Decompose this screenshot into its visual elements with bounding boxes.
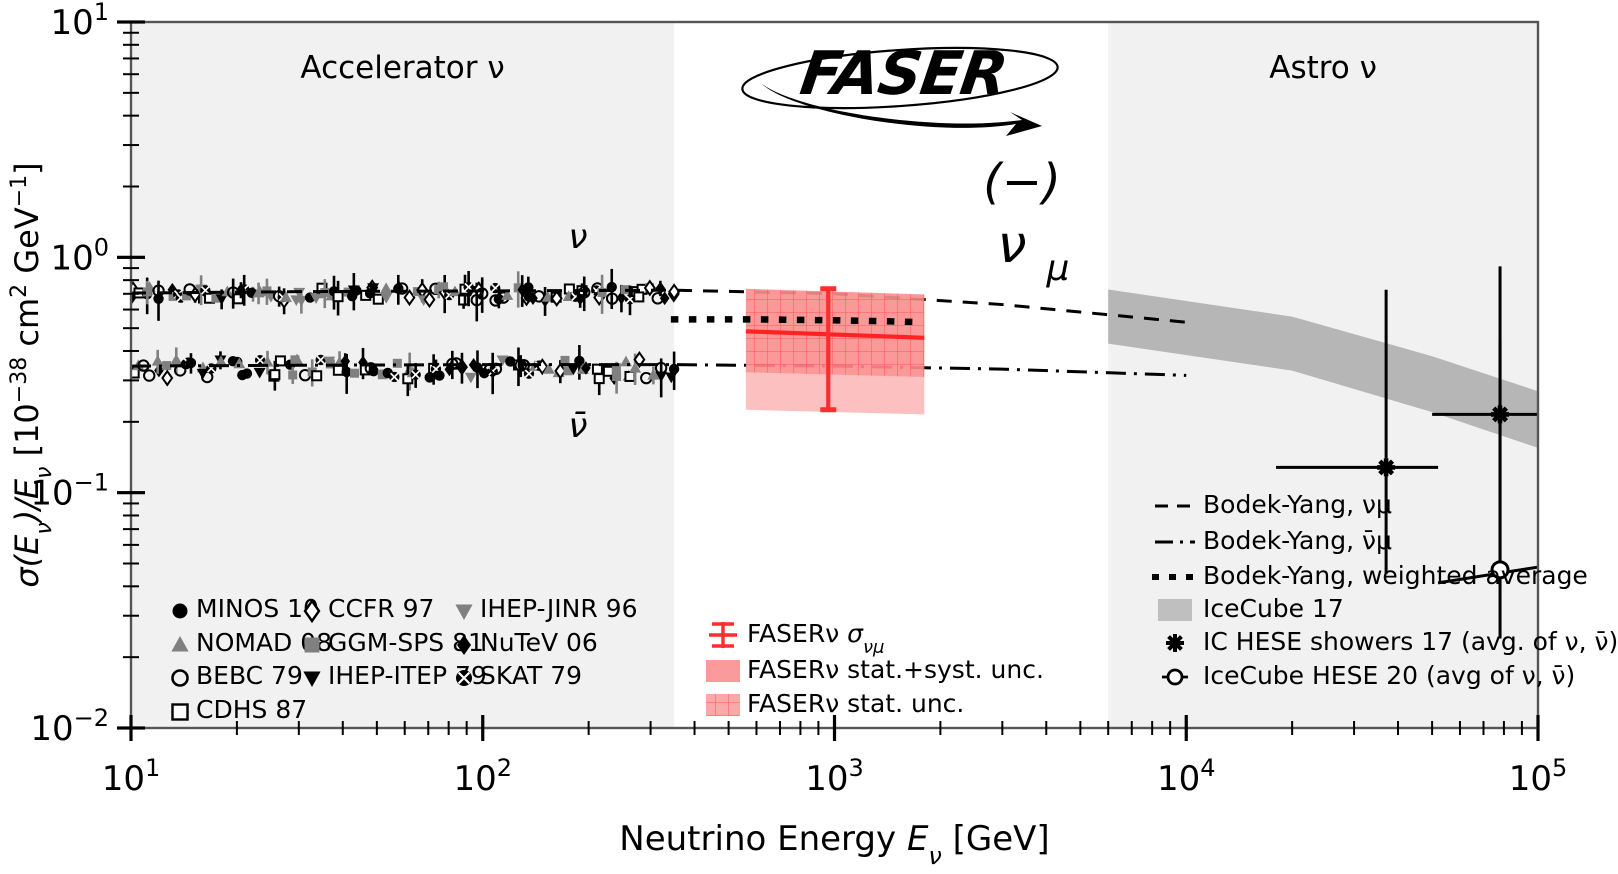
- legend-item-bodek-yang-[interactable]: Bodek-Yang, νμ: [1155, 490, 1392, 519]
- legend-marker-patch-hatch: [706, 694, 740, 716]
- region-label-accelerator: Accelerator ν: [300, 50, 504, 86]
- legend-item-ihep-jinr-96[interactable]: IHEP-JINR 96: [455, 594, 637, 623]
- x-tick-label: 105: [1509, 754, 1568, 799]
- legend-marker-diamond: [457, 635, 471, 655]
- legend-item-faser-stat-syst-unc-[interactable]: FASERν stat.+syst. unc.: [706, 655, 1044, 684]
- faser-measurement-errorbar: [820, 286, 837, 413]
- x-tick-label: 101: [102, 754, 161, 799]
- bodek-yang-nu-mu-curve: [131, 288, 1187, 324]
- faser-logo-wordmark: FASER: [796, 39, 1011, 109]
- legend-item-icecube-hese-20-avg-of-[interactable]: IceCube HESE 20 (avg of ν, ν̄): [1162, 661, 1575, 690]
- legend-marker-circle-open: [171, 669, 189, 687]
- plot-content: [131, 266, 1538, 639]
- annotation-nu: ν: [569, 217, 588, 257]
- annotation-nubar: ν̄: [569, 406, 588, 446]
- y-tick-label: 10−2: [30, 704, 109, 749]
- svg-text:(−): (−): [983, 154, 1061, 210]
- bodek-yang-weighted-average-curve: [670, 316, 928, 326]
- x-tick-label: 102: [453, 754, 512, 799]
- legend-item-faser-[interactable]: FASERν σνμ: [709, 619, 885, 658]
- legend-marker-circle: [172, 603, 188, 619]
- legend-label: BEBC 79: [196, 661, 303, 690]
- legend-label: CCFR 97: [328, 594, 434, 623]
- legend-marker-diamond-open: [303, 598, 321, 624]
- y-tick-label: 100: [50, 233, 109, 278]
- legend-item-cdhs-87[interactable]: CDHS 87: [171, 695, 308, 724]
- legend-marker-triangle-down: [303, 671, 321, 687]
- legend-label: IHEP-JINR 96: [480, 594, 637, 623]
- legend-label: Bodek-Yang, νμ: [1203, 490, 1392, 519]
- legend-label: CDHS 87: [196, 695, 307, 724]
- legend-label: IceCube 17: [1203, 594, 1344, 623]
- legend-item-ccfr-97[interactable]: CCFR 97: [303, 594, 434, 624]
- legend-label: FASERν σνμ: [747, 619, 885, 658]
- legend-marker-square-open: [171, 703, 189, 721]
- legend-item-faser-stat-unc-[interactable]: FASERν stat. unc.: [706, 689, 964, 718]
- faser-central-line: [745, 329, 925, 340]
- legend-item-bodek-yang-weighted-average[interactable]: Bodek-Yang, weighted average: [1152, 561, 1588, 590]
- legend-item-minos-10[interactable]: MINOS 10: [172, 594, 319, 623]
- x-tick-label: 104: [1157, 754, 1216, 799]
- legend-label: GGM-SPS 81: [328, 628, 484, 657]
- svg-text:μ: μ: [1046, 248, 1070, 289]
- legend-marker-star: [1166, 634, 1184, 652]
- bodek-yang-nubar-mu-curve: [131, 363, 1187, 377]
- legend-item-ic-hese-showers-17-avg-of-[interactable]: IC HESE showers 17 (avg. of ν, ν̄): [1166, 627, 1618, 656]
- legend-item-bebc-79[interactable]: BEBC 79: [171, 661, 303, 690]
- x-tick-label: 103: [805, 754, 864, 799]
- legend-models: Bodek-Yang, νμ Bodek-Yang, ν̄μ Bodek-Yang,…: [1152, 490, 1618, 690]
- legend-item-skat-79[interactable]: SKAT 79: [456, 661, 582, 690]
- y-axis-title: σ(Eν)/Eν [10−38 cm2 GeV−1]: [7, 162, 57, 587]
- legend-marker-patch: [1158, 599, 1192, 621]
- legend-label: IC HESE showers 17 (avg. of ν, ν̄): [1203, 627, 1618, 656]
- y-tick-label: 101: [50, 0, 109, 43]
- legend-item-icecube-17[interactable]: IceCube 17: [1158, 594, 1344, 623]
- legend-label: SKAT 79: [480, 661, 582, 690]
- svg-text:ν: ν: [997, 215, 1026, 275]
- faser-logo-ellipse: [741, 46, 1059, 110]
- legend-label: FASERν stat.+syst. unc.: [747, 655, 1044, 684]
- legend-label: MINOS 10: [196, 594, 319, 623]
- x-axis-title: Neutrino Energy Eν [GeV]: [619, 819, 1049, 870]
- icecube-hese-20-point: [1437, 339, 1538, 639]
- legend-label: NuTeV 06: [480, 628, 598, 657]
- legend-marker-triangle-up: [171, 636, 189, 652]
- nu-mu-annotation: (−)ν μ: [983, 154, 1069, 289]
- legend-marker-triangle-down: [455, 604, 473, 620]
- icecube-17-band: [1108, 289, 1538, 448]
- legend-item-ihep-itep-79[interactable]: IHEP-ITEP 79: [303, 661, 487, 690]
- faser-logo-arrow: [762, 84, 1042, 136]
- legend-marker-square: [304, 637, 320, 653]
- legend-marker-patch: [706, 660, 740, 682]
- legend-label: FASERν stat. unc.: [747, 689, 964, 718]
- legend-label: IceCube HESE 20 (avg of ν, ν̄): [1203, 661, 1575, 690]
- legend-item-ggm-sps-81[interactable]: GGM-SPS 81: [304, 628, 484, 657]
- faser-logo: FASER: [741, 39, 1059, 136]
- legend-marker-circle-bar: [1166, 668, 1184, 686]
- region-label-astro: Astro ν: [1269, 50, 1377, 86]
- legend-item-nutev-06[interactable]: NuTeV 06: [457, 628, 598, 657]
- legend-item-bodek-yang-[interactable]: Bodek-Yang, ν̄μ: [1155, 526, 1392, 555]
- legend-label: Bodek-Yang, weighted average: [1203, 561, 1588, 590]
- legend-label: Bodek-Yang, ν̄μ: [1203, 526, 1392, 555]
